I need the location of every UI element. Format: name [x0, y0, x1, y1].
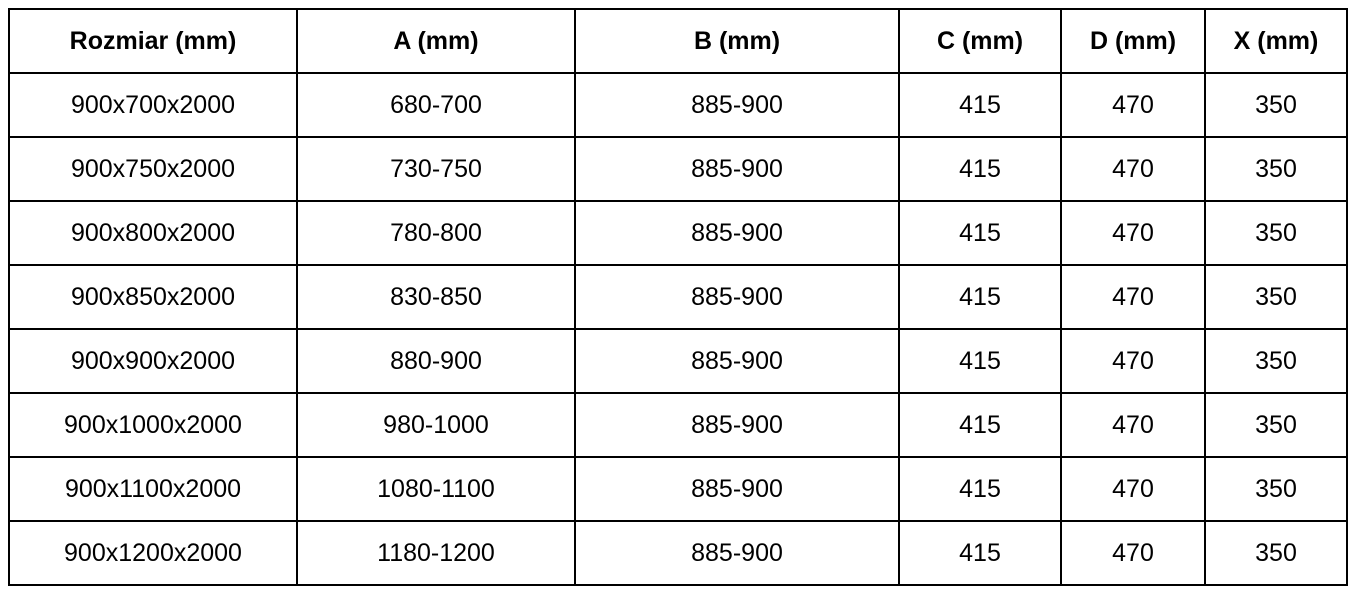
column-header: X (mm) — [1204, 8, 1348, 74]
column-header: Rozmiar (mm) — [8, 8, 298, 74]
column-header: B (mm) — [574, 8, 900, 74]
table-cell: 1180-1200 — [296, 520, 576, 586]
header-row: Rozmiar (mm) A (mm) B (mm) C (mm) D (mm) X (m… — [8, 8, 1348, 74]
column-header: D (mm) — [1060, 8, 1206, 74]
table-cell: 350 — [1204, 392, 1348, 458]
table-row: 900x800x2000 780-800 885-900 415 470 350 — [8, 200, 1348, 266]
table-row: 900x750x2000 730-750 885-900 415 470 350 — [8, 136, 1348, 202]
table-cell: 885-900 — [574, 136, 900, 202]
table-cell: 415 — [898, 264, 1062, 330]
table-cell: 470 — [1060, 264, 1206, 330]
table-cell: 350 — [1204, 328, 1348, 394]
table-row: 900x1000x2000 980-1000 885-900 415 470 350 — [8, 392, 1348, 458]
table-cell: 830-850 — [296, 264, 576, 330]
table-cell: 350 — [1204, 264, 1348, 330]
table-cell: 885-900 — [574, 392, 900, 458]
table-cell: 885-900 — [574, 264, 900, 330]
table-cell: 900x700x2000 — [8, 72, 298, 138]
table-cell: 885-900 — [574, 520, 900, 586]
table-cell: 415 — [898, 72, 1062, 138]
table-cell: 415 — [898, 200, 1062, 266]
dimensions-table: Rozmiar (mm) A (mm) B (mm) C (mm) D (mm) X (m… — [8, 8, 1348, 586]
table-cell: 470 — [1060, 136, 1206, 202]
table-cell: 350 — [1204, 72, 1348, 138]
table-row: 900x1100x2000 1080-1100 885-900 415 470 350 — [8, 456, 1348, 522]
table-row: 900x900x2000 880-900 885-900 415 470 350 — [8, 328, 1348, 394]
table-cell: 900x900x2000 — [8, 328, 298, 394]
table-cell: 730-750 — [296, 136, 576, 202]
table-cell: 415 — [898, 520, 1062, 586]
table-cell: 415 — [898, 136, 1062, 202]
table-row: 900x700x2000 680-700 885-900 415 470 350 — [8, 72, 1348, 138]
column-header: C (mm) — [898, 8, 1062, 74]
table-cell: 900x800x2000 — [8, 200, 298, 266]
table-cell: 900x850x2000 — [8, 264, 298, 330]
table-cell: 350 — [1204, 200, 1348, 266]
table-row: 900x850x2000 830-850 885-900 415 470 350 — [8, 264, 1348, 330]
table-cell: 885-900 — [574, 328, 900, 394]
table-cell: 885-900 — [574, 72, 900, 138]
table-cell: 470 — [1060, 392, 1206, 458]
column-header: A (mm) — [296, 8, 576, 74]
table-cell: 885-900 — [574, 200, 900, 266]
table-cell: 1080-1100 — [296, 456, 576, 522]
table-cell: 350 — [1204, 456, 1348, 522]
table-cell: 900x750x2000 — [8, 136, 298, 202]
table-cell: 900x1000x2000 — [8, 392, 298, 458]
table-cell: 470 — [1060, 456, 1206, 522]
table-cell: 680-700 — [296, 72, 576, 138]
table-cell: 470 — [1060, 200, 1206, 266]
table-cell: 980-1000 — [296, 392, 576, 458]
table-cell: 880-900 — [296, 328, 576, 394]
table-cell: 415 — [898, 392, 1062, 458]
table-cell: 350 — [1204, 136, 1348, 202]
table-cell: 780-800 — [296, 200, 576, 266]
table-cell: 470 — [1060, 520, 1206, 586]
table-cell: 885-900 — [574, 456, 900, 522]
table-cell: 900x1200x2000 — [8, 520, 298, 586]
table-cell: 415 — [898, 328, 1062, 394]
table-row: 900x1200x2000 1180-1200 885-900 415 470 350 — [8, 520, 1348, 586]
table-cell: 350 — [1204, 520, 1348, 586]
table-cell: 470 — [1060, 72, 1206, 138]
table-cell: 470 — [1060, 328, 1206, 394]
table-cell: 900x1100x2000 — [8, 456, 298, 522]
table-cell: 415 — [898, 456, 1062, 522]
